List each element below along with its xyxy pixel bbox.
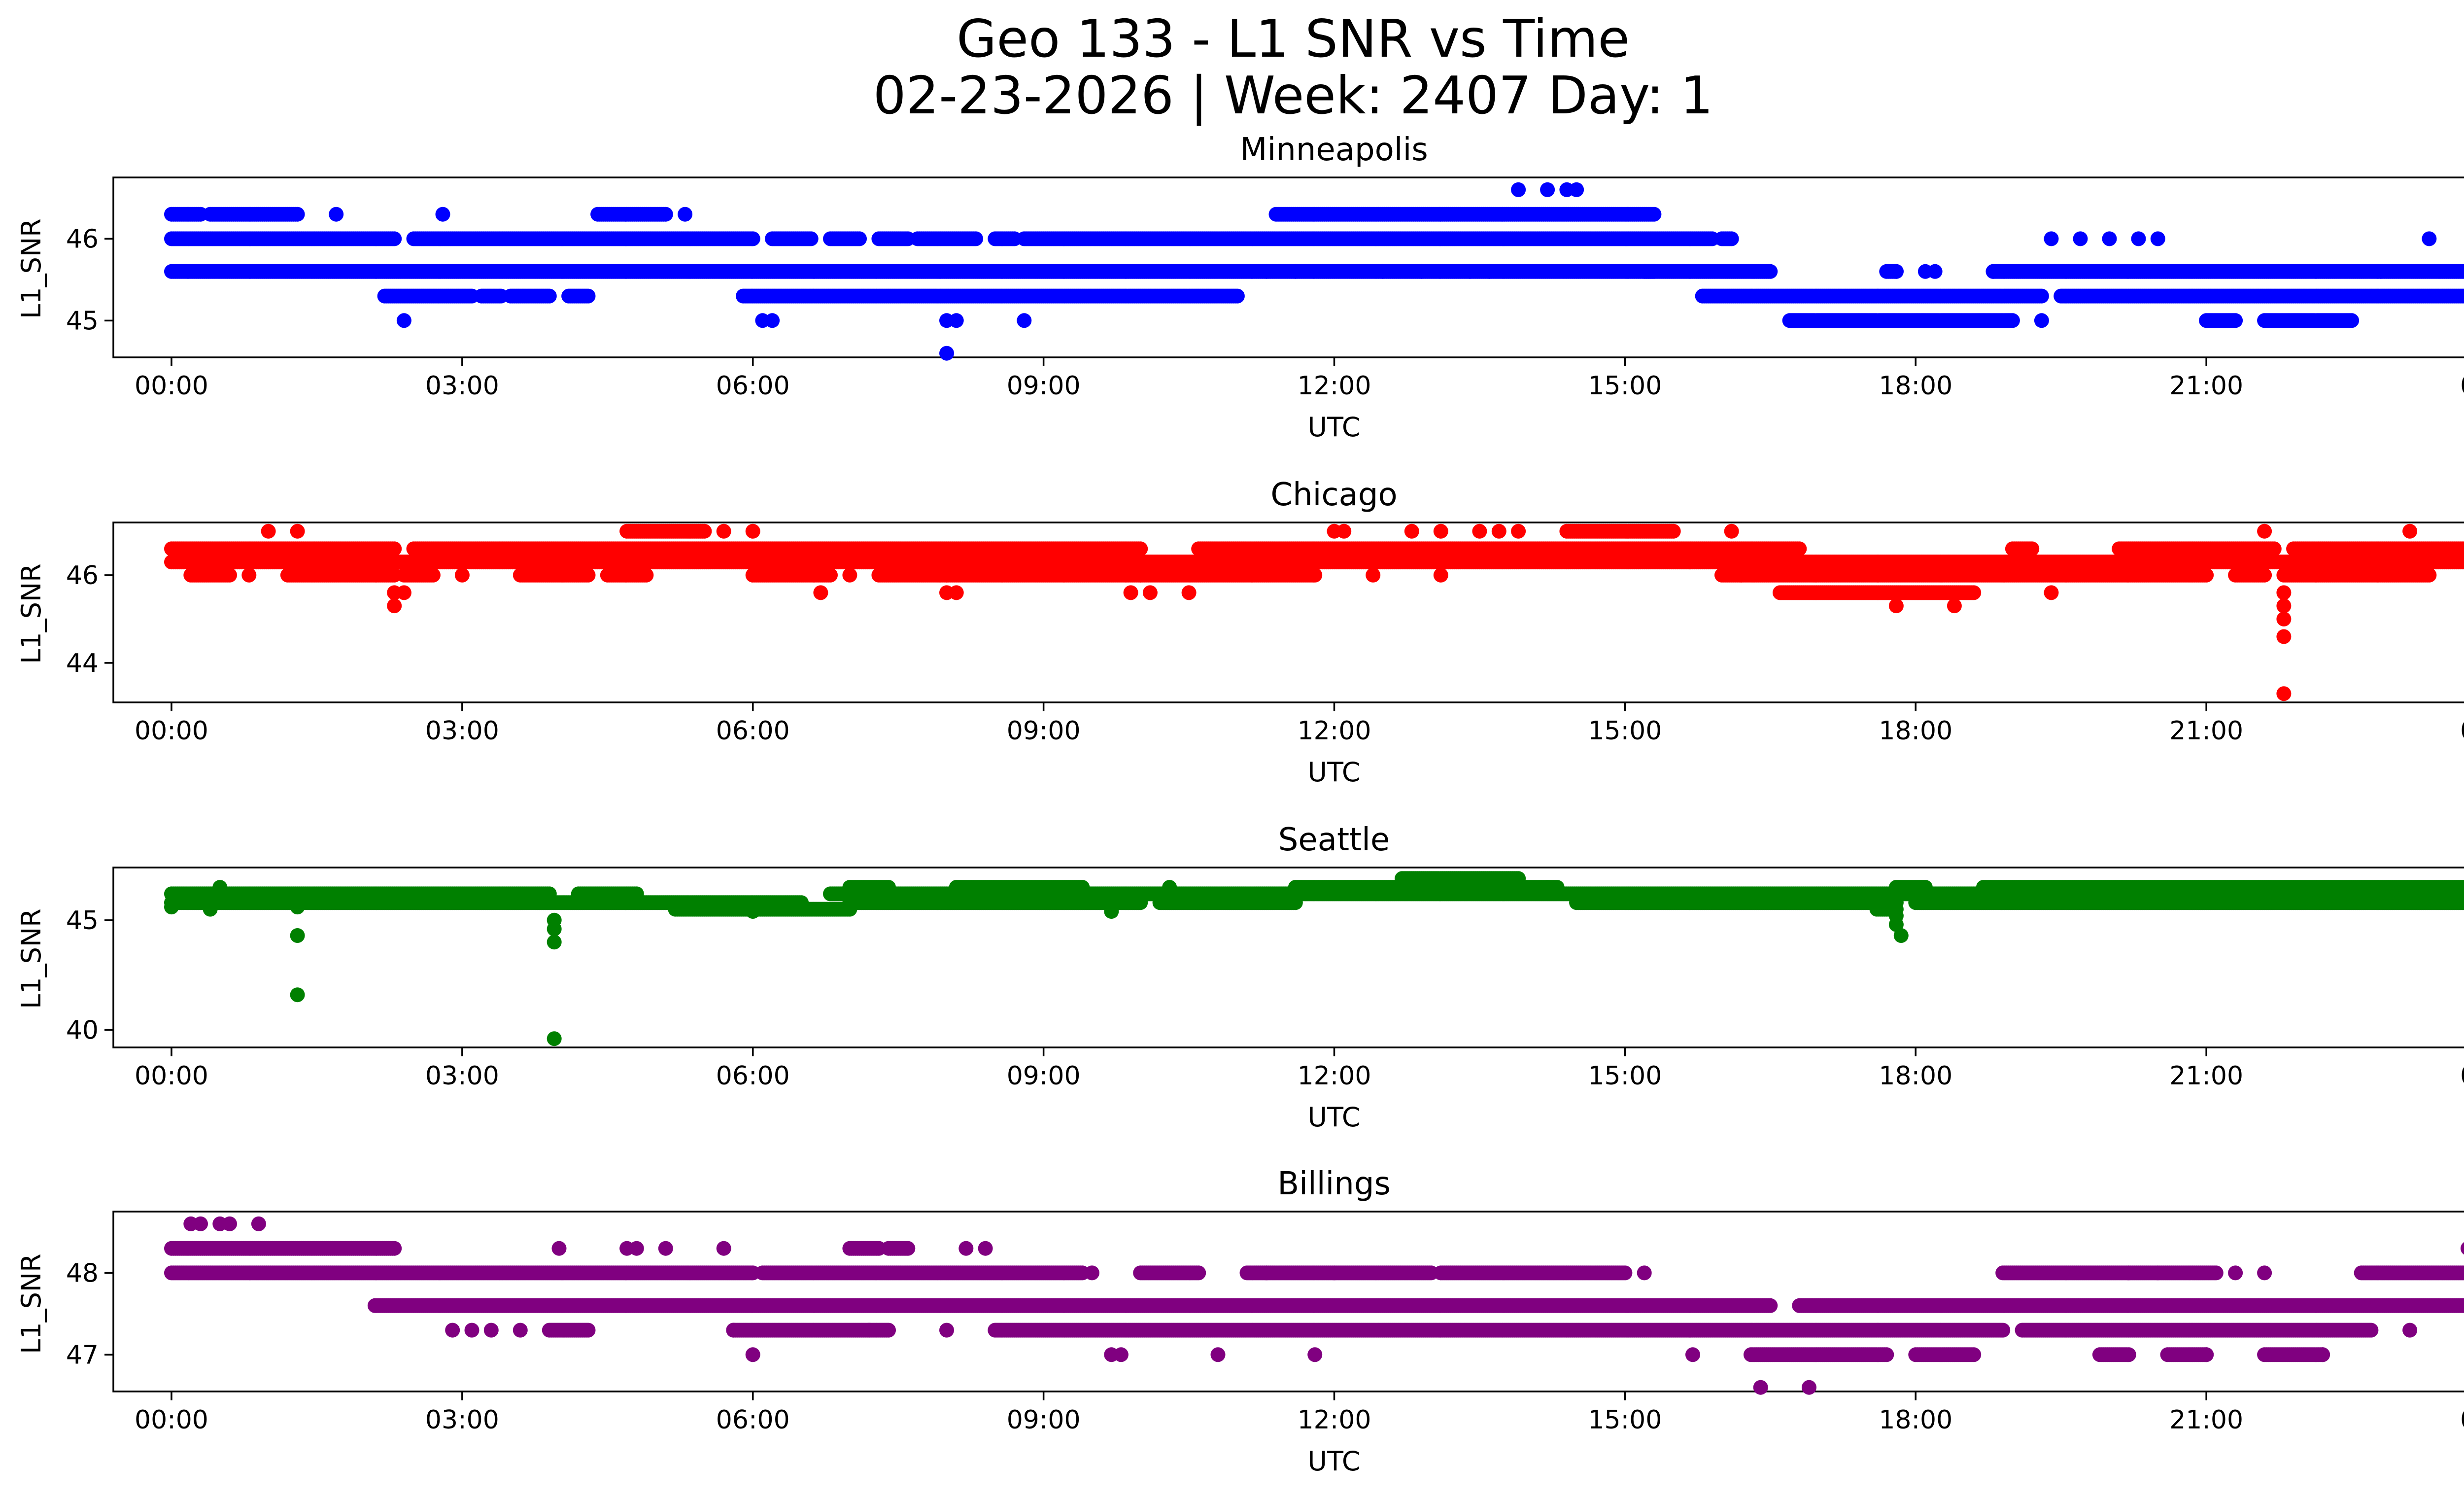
data-point <box>765 313 780 328</box>
figure-title-line-2: 02-23-2026 | Week: 2407 Day: 1 <box>873 66 1713 126</box>
x-tick-label: 03:00 <box>425 371 499 401</box>
x-tick-label: 21:00 <box>2169 716 2243 746</box>
data-point <box>939 346 954 361</box>
subplot-title: Minneapolis <box>1240 132 1428 168</box>
x-tick-label: 06:00 <box>716 716 790 746</box>
data-point <box>1288 264 1303 279</box>
data-point <box>2005 313 2020 328</box>
data-point <box>852 231 867 246</box>
data-point <box>1763 264 1778 279</box>
data-point <box>290 207 305 222</box>
x-tick-label: 09:00 <box>1007 371 1081 401</box>
data-point <box>387 231 402 246</box>
data-points <box>164 523 2464 701</box>
x-tick-label: 03:00 <box>425 716 499 746</box>
data-point <box>803 231 819 246</box>
data-point <box>1482 264 1497 279</box>
data-points <box>164 182 2464 361</box>
x-tick-label: 00:00 <box>135 371 208 401</box>
y-tick-label: 44 <box>66 649 99 678</box>
x-tick-label: 15:00 <box>1588 716 1662 746</box>
x-tick-label: 00:00 <box>2460 716 2464 746</box>
data-point <box>1017 313 1032 328</box>
x-tick-label: 18:00 <box>1879 371 1952 401</box>
x-tick-label: 06:00 <box>716 371 790 401</box>
subplot-title: Chicago <box>1270 477 1397 513</box>
data-point <box>658 207 673 222</box>
data-point <box>2034 288 2049 304</box>
data-point <box>1985 264 2001 279</box>
data-point <box>2228 313 2243 328</box>
data-point <box>387 541 402 556</box>
y-tick-label: 45 <box>66 306 99 336</box>
data-point <box>968 231 983 246</box>
data-point <box>949 313 964 328</box>
data-point <box>1927 264 1943 279</box>
data-point <box>396 313 411 328</box>
data-point <box>2344 313 2360 328</box>
figure-title-line-1: Geo 133 - L1 SNR vs Time <box>957 9 1630 69</box>
x-tick-label: 12:00 <box>1298 716 1371 746</box>
x-tick-label: 00:00 <box>2460 371 2464 401</box>
x-axis-label: UTC <box>1307 757 1360 788</box>
x-tick-label: 09:00 <box>1007 716 1081 746</box>
y-tick-label: 46 <box>66 561 99 591</box>
data-point <box>2422 231 2437 246</box>
data-point <box>1133 541 1148 556</box>
data-point <box>542 288 557 304</box>
data-point <box>745 231 760 246</box>
data-point <box>1230 288 1245 304</box>
data-point <box>1462 264 1477 279</box>
data-point <box>2034 313 2049 328</box>
data-point <box>329 207 344 222</box>
data-point <box>1540 182 1555 197</box>
x-tick-label: 18:00 <box>1879 716 1952 746</box>
y-axis-label: L1_SNR <box>16 563 47 664</box>
y-tick-label: 46 <box>66 224 99 254</box>
data-point <box>1792 541 1807 556</box>
subplot-chicago: Chicago UTC L1_SNR 00:00 03:00 06:00 09:00 1… <box>16 477 2464 788</box>
data-point <box>1414 264 1429 279</box>
data-point <box>1511 182 1526 197</box>
data-point <box>1259 264 1274 279</box>
x-tick-label: 21:00 <box>2169 371 2243 401</box>
data-point <box>678 207 693 222</box>
data-point <box>2150 231 2165 246</box>
data-point <box>2131 231 2146 246</box>
data-point <box>1888 264 1904 279</box>
x-axis-label: UTC <box>1307 412 1360 443</box>
x-tick-label: 15:00 <box>1588 371 1662 401</box>
data-point <box>2373 264 2389 279</box>
x-tick-label: 12:00 <box>1298 371 1371 401</box>
subplot-minneapolis: Minneapolis UTC L1_SNR 00:00 03:00 06:00 09… <box>16 132 2464 443</box>
data-point <box>435 207 450 222</box>
y-axis-label: L1_SNR <box>16 218 47 319</box>
data-point <box>1569 182 1584 197</box>
x-tick-label: 00:00 <box>135 716 208 746</box>
data-point <box>1724 231 1739 246</box>
data-point <box>2073 231 2088 246</box>
data-point <box>2102 231 2117 246</box>
data-point <box>2024 541 2040 556</box>
data-point <box>1646 207 1662 222</box>
data-point <box>2044 231 2059 246</box>
data-point <box>581 288 596 304</box>
data-point <box>1375 264 1390 279</box>
data-point <box>2266 541 2282 556</box>
